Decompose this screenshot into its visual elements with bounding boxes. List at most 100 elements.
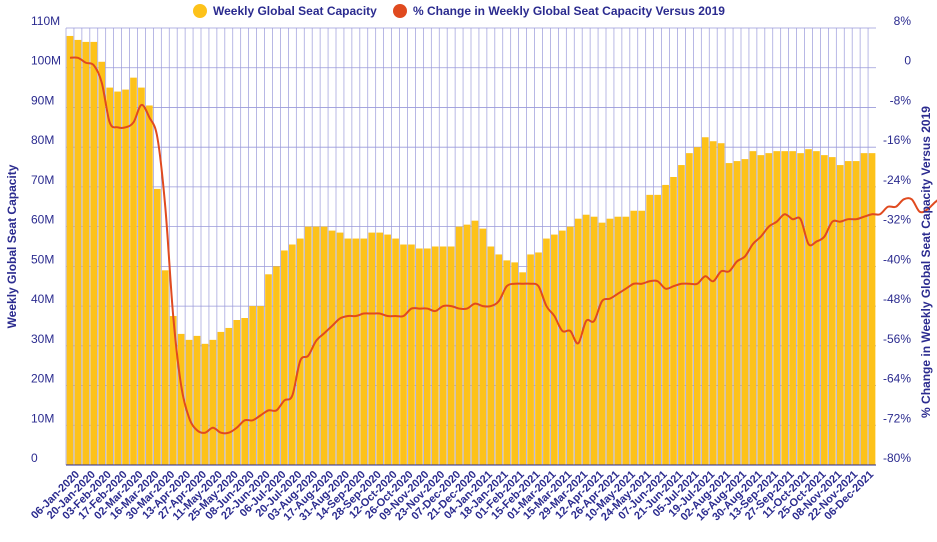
capacity-bar bbox=[249, 306, 256, 465]
capacity-bar bbox=[693, 147, 701, 465]
capacity-bar bbox=[551, 234, 558, 465]
capacity-bar bbox=[828, 157, 836, 465]
y-right-tick-label: -48% bbox=[883, 292, 911, 306]
capacity-bar bbox=[439, 246, 447, 465]
capacity-bar bbox=[614, 216, 622, 465]
y-left-tick-label: 110M bbox=[31, 14, 60, 28]
y-right-tick-label: 8% bbox=[894, 14, 912, 28]
capacity-bar bbox=[400, 244, 407, 465]
capacity-bar bbox=[185, 339, 193, 465]
capacity-bar bbox=[146, 105, 153, 465]
capacity-bar bbox=[757, 155, 765, 466]
capacity-bar bbox=[503, 260, 511, 465]
capacity-bar bbox=[725, 163, 733, 465]
capacity-bar bbox=[66, 35, 74, 465]
capacity-bar bbox=[130, 77, 137, 465]
capacity-bar bbox=[654, 194, 661, 465]
capacity-bar bbox=[781, 151, 789, 465]
capacity-bar bbox=[416, 248, 423, 465]
y-left-tick-label: 60M bbox=[31, 213, 54, 227]
y-right-tick-label: -80% bbox=[883, 451, 911, 465]
capacity-bar bbox=[868, 153, 876, 465]
capacity-bar bbox=[447, 246, 455, 465]
capacity-bar bbox=[670, 176, 677, 465]
capacity-bar bbox=[765, 153, 773, 465]
y-left-tick-label: 10M bbox=[31, 411, 54, 425]
y-left-tick-label: 90M bbox=[31, 93, 54, 107]
capacity-bar bbox=[836, 165, 844, 466]
capacity-bar bbox=[797, 153, 804, 465]
capacity-bar bbox=[296, 238, 304, 465]
y-left-tick-label: 70M bbox=[31, 173, 54, 187]
capacity-bar bbox=[773, 151, 781, 465]
capacity-bar bbox=[662, 184, 669, 465]
capacity-bar bbox=[177, 333, 185, 465]
capacity-bar bbox=[733, 161, 741, 465]
legend-marker-capacity bbox=[193, 4, 207, 18]
capacity-bar bbox=[789, 151, 796, 465]
capacity-bar bbox=[408, 244, 415, 465]
capacity-bar bbox=[98, 61, 106, 465]
capacity-bar bbox=[431, 246, 439, 465]
capacity-bar bbox=[360, 238, 368, 465]
y-left-tick-label: 40M bbox=[31, 292, 54, 306]
capacity-bar bbox=[376, 232, 384, 465]
legend-label-pct-change: % Change in Weekly Global Seat Capacity … bbox=[413, 4, 725, 18]
capacity-bar bbox=[344, 238, 352, 465]
y-right-tick-label: -72% bbox=[883, 411, 911, 425]
capacity-bar bbox=[273, 266, 280, 465]
capacity-bar bbox=[606, 218, 614, 465]
y-left-tick-label: 0 bbox=[31, 451, 38, 465]
capacity-bar bbox=[805, 149, 812, 465]
capacity-bar bbox=[638, 210, 646, 465]
capacity-bar bbox=[852, 161, 860, 465]
legend: Weekly Global Seat Capacity % Change in W… bbox=[193, 4, 725, 18]
capacity-bar bbox=[844, 161, 852, 465]
capacity-bar bbox=[312, 226, 320, 465]
y-left-tick-label: 100M bbox=[31, 54, 61, 68]
capacity-bar bbox=[241, 318, 249, 465]
y-right-tick-label: -64% bbox=[883, 372, 911, 386]
capacity-bar bbox=[209, 339, 217, 465]
capacity-bar bbox=[320, 226, 328, 465]
capacity-bar bbox=[741, 159, 749, 465]
legend-marker-pct-change bbox=[393, 4, 407, 18]
capacity-bar bbox=[82, 41, 90, 466]
y-right-tick-label: -8% bbox=[890, 93, 912, 107]
capacity-bar bbox=[813, 151, 820, 465]
capacity-bar bbox=[392, 238, 399, 465]
capacity-bar bbox=[519, 272, 526, 465]
y-left-axis-title: Weekly Global Seat Capacity bbox=[5, 164, 19, 328]
y-right-tick-label: -40% bbox=[883, 252, 911, 266]
capacity-bar bbox=[455, 226, 463, 465]
capacity-bar bbox=[74, 39, 82, 465]
capacity-bar bbox=[257, 306, 264, 465]
gridlines bbox=[65, 27, 876, 466]
y-right-tick-label: -24% bbox=[883, 173, 911, 187]
capacity-bar bbox=[201, 343, 209, 465]
capacity-bar bbox=[622, 216, 630, 465]
capacity-bar bbox=[90, 41, 98, 466]
capacity-bar bbox=[304, 226, 312, 465]
capacity-bars bbox=[66, 35, 876, 466]
capacity-bar bbox=[821, 155, 828, 466]
capacity-bar bbox=[686, 153, 693, 465]
y-left-tick-label: 80M bbox=[31, 133, 54, 147]
capacity-bar bbox=[281, 250, 288, 465]
capacity-bar bbox=[153, 188, 161, 466]
capacity-bar bbox=[582, 214, 590, 465]
capacity-bar bbox=[336, 232, 344, 465]
capacity-bar bbox=[709, 141, 717, 466]
axes: 0 10M 20M 30M 40M 50M 60M 70M 80M 90M 100M 110M -80%… bbox=[5, 14, 933, 523]
capacity-bar bbox=[646, 194, 654, 465]
capacity-bar bbox=[384, 234, 391, 465]
capacity-bar bbox=[479, 228, 487, 465]
capacity-bar bbox=[717, 143, 725, 465]
y-right-axis-title: % Change in Weekly Global Seat Capacity … bbox=[919, 106, 933, 418]
capacity-bar bbox=[860, 153, 868, 465]
capacity-bar bbox=[535, 252, 542, 465]
capacity-bar bbox=[598, 222, 606, 465]
capacity-bar bbox=[225, 327, 233, 465]
capacity-bar bbox=[463, 224, 471, 465]
